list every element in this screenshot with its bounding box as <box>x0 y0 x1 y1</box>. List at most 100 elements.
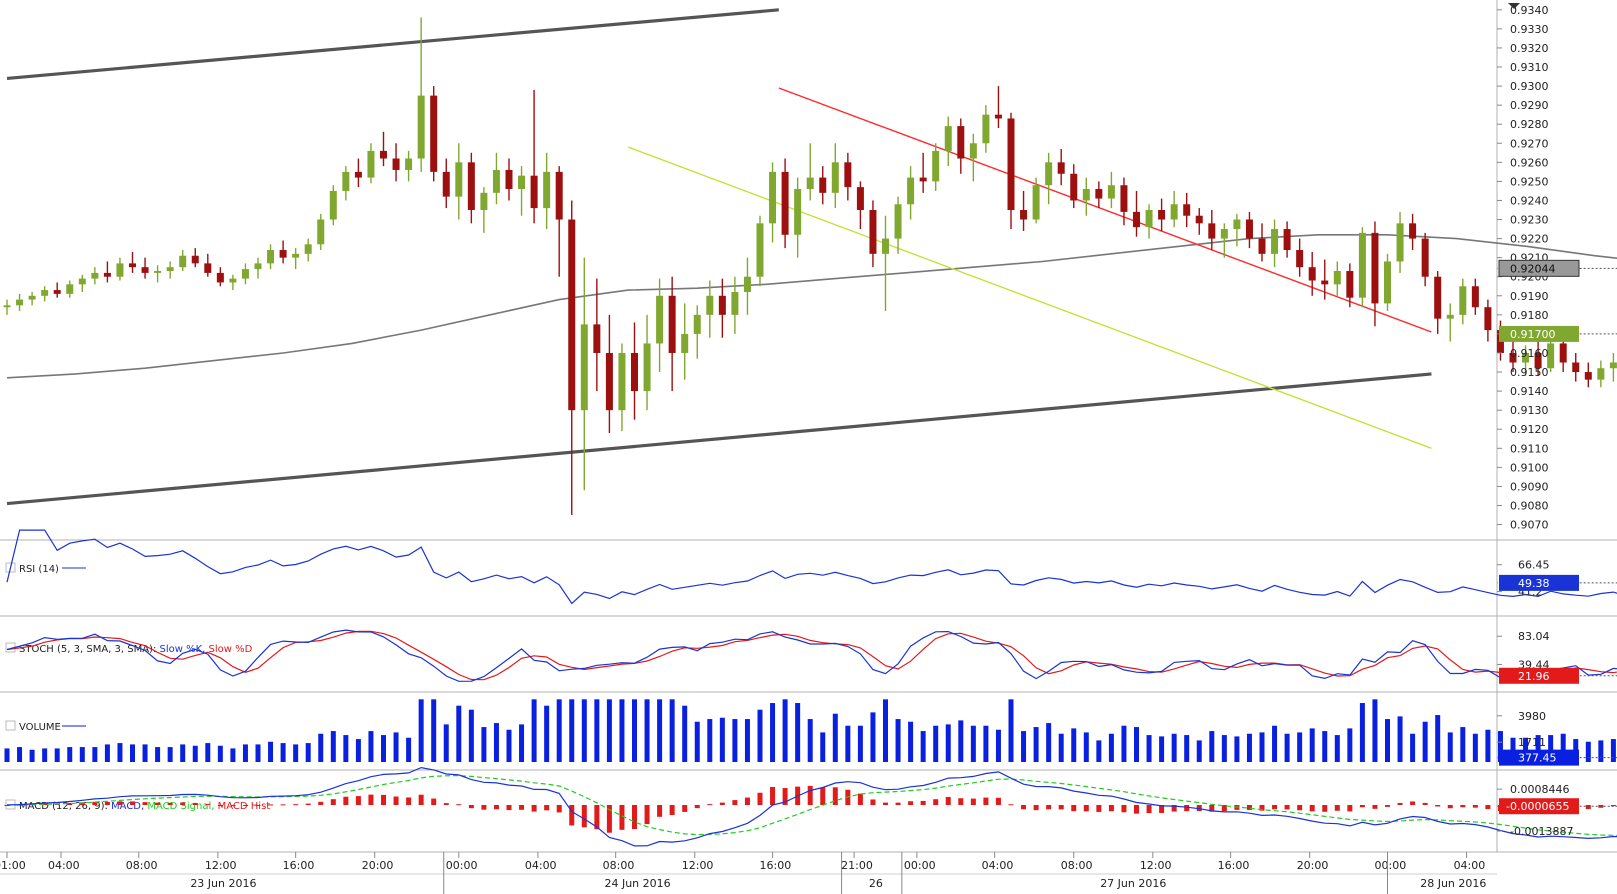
candle-body <box>856 187 864 210</box>
date-label: 23 Jun 2016 <box>190 877 256 890</box>
collapse-arrow-icon[interactable] <box>1508 3 1520 9</box>
volume-bar <box>1209 731 1215 762</box>
macd-hist-bar <box>1422 802 1428 805</box>
volume-label: VOLUME <box>19 722 61 733</box>
ma200-line <box>6 234 1617 379</box>
price-tick-label: 0.9190 <box>1510 290 1549 303</box>
macd-tick-label: -0.0013887 <box>1510 825 1573 838</box>
macd-hist-bar <box>431 798 437 805</box>
macd-hist-bar <box>632 805 637 830</box>
close-indicator-icon[interactable] <box>5 720 16 731</box>
volume-tick-label: 3980 <box>1518 710 1546 723</box>
volume-bar <box>1096 740 1102 762</box>
volume-bar <box>4 748 10 762</box>
macd-hist-bar <box>1159 805 1165 813</box>
volume-bar <box>1560 733 1566 762</box>
volume-bar <box>782 699 788 762</box>
candle-body <box>204 263 212 273</box>
volume-bar <box>104 744 110 762</box>
volume-bar <box>1359 703 1365 762</box>
macd-hist-bar <box>995 797 1001 805</box>
volume-bar <box>1385 719 1390 762</box>
candle-body <box>367 150 375 178</box>
macd-hist-bar <box>970 798 976 805</box>
volume-bar <box>230 748 236 762</box>
svg-text:MACD (12, 26, 9): MACD, MACD S: MACD (12, 26, 9): MACD, MACD Signal, MAC… <box>19 801 270 812</box>
macd-hist-bar <box>807 785 813 805</box>
price-tick-label: 0.9130 <box>1510 404 1549 417</box>
macd-hist-bar <box>1008 804 1014 806</box>
macd-hist-bar <box>1297 805 1303 811</box>
price-tick-label: 0.9330 <box>1510 23 1549 36</box>
macd-hist-bar <box>1385 805 1390 807</box>
volume-bar <box>242 744 248 762</box>
volume-bar <box>1196 740 1202 762</box>
macd-hist-bar <box>933 799 939 805</box>
macd-hist-bar <box>1585 805 1591 810</box>
volume-bar <box>1008 699 1014 762</box>
candle-body <box>1509 352 1517 363</box>
macd-hist-bar <box>130 801 135 805</box>
candle-body <box>794 189 802 235</box>
volume-bar <box>933 725 939 762</box>
volume-bar <box>1171 733 1177 762</box>
volume-bar <box>519 724 525 762</box>
candle-body <box>1145 209 1153 228</box>
candle-body <box>944 126 952 151</box>
volume-bar <box>1259 732 1265 762</box>
macd-hist-bar <box>268 804 274 806</box>
candle-body <box>580 324 588 411</box>
volume-bar <box>832 713 838 762</box>
candle-body <box>1283 229 1291 251</box>
volume-bar <box>255 744 261 762</box>
volume-bar <box>1134 727 1139 762</box>
candle-body <box>216 272 224 283</box>
candle-body <box>1346 271 1354 298</box>
volume-bar <box>67 747 73 762</box>
time-tick-label: 16:00 <box>760 859 792 872</box>
candle-body <box>1082 189 1090 201</box>
price-panel[interactable]: 0.9340 0.9330 0.9320 0.9310 0.9300 0.9290 0.92… <box>3 3 1617 532</box>
macd-hist-label: MACD Hist <box>218 801 271 812</box>
stoch-d-line <box>6 630 1617 682</box>
macd-hist-bar <box>1121 805 1127 813</box>
candle-body <box>1572 362 1580 373</box>
date-label: 27 Jun 2016 <box>1100 877 1166 890</box>
price-tick-label: 0.9120 <box>1510 423 1549 436</box>
candle-body <box>91 272 99 279</box>
macd-hist-bar <box>1472 805 1478 808</box>
volume-bar <box>707 719 713 762</box>
candle-body <box>806 177 814 190</box>
volume-panel[interactable]: VOLUME 3980 1711 377.45 <box>4 699 1617 766</box>
volume-bar <box>795 703 801 762</box>
macd-hist-bar <box>280 804 286 806</box>
volume-bar <box>355 739 361 762</box>
candle-body <box>66 284 74 294</box>
candle-body <box>154 271 162 273</box>
macd-hist-bar <box>117 801 123 805</box>
volume-bar <box>807 719 813 762</box>
macd-panel[interactable]: MACD (12, 26, 9): MACD, MACD Signal, MAC… <box>4 766 1617 847</box>
close-indicator-icon[interactable] <box>5 562 16 573</box>
time-tick-label: 04:00 <box>525 859 557 872</box>
candle-body <box>292 253 300 258</box>
stoch-panel[interactable]: STOCH (5, 3, SMA, 3, SMA): Slow %K, Slow… <box>5 629 1617 684</box>
candle-body <box>455 162 463 197</box>
stoch-tick-label: 83.04 <box>1518 630 1550 643</box>
candle-body <box>831 162 839 193</box>
candle-body <box>543 171 551 209</box>
panel-frames <box>0 0 1617 875</box>
candle-body <box>1258 238 1266 254</box>
candle-body <box>1296 250 1304 268</box>
candle-body <box>129 263 136 268</box>
macd-label: MACD (12, 26, 9): <box>19 801 111 812</box>
candle-body <box>1032 185 1040 220</box>
macd-hist-bar <box>556 805 562 813</box>
candle-body <box>1183 204 1191 216</box>
candle-body <box>480 192 488 210</box>
volume-bar <box>481 727 487 762</box>
red-resistance-trendline <box>778 87 1432 333</box>
